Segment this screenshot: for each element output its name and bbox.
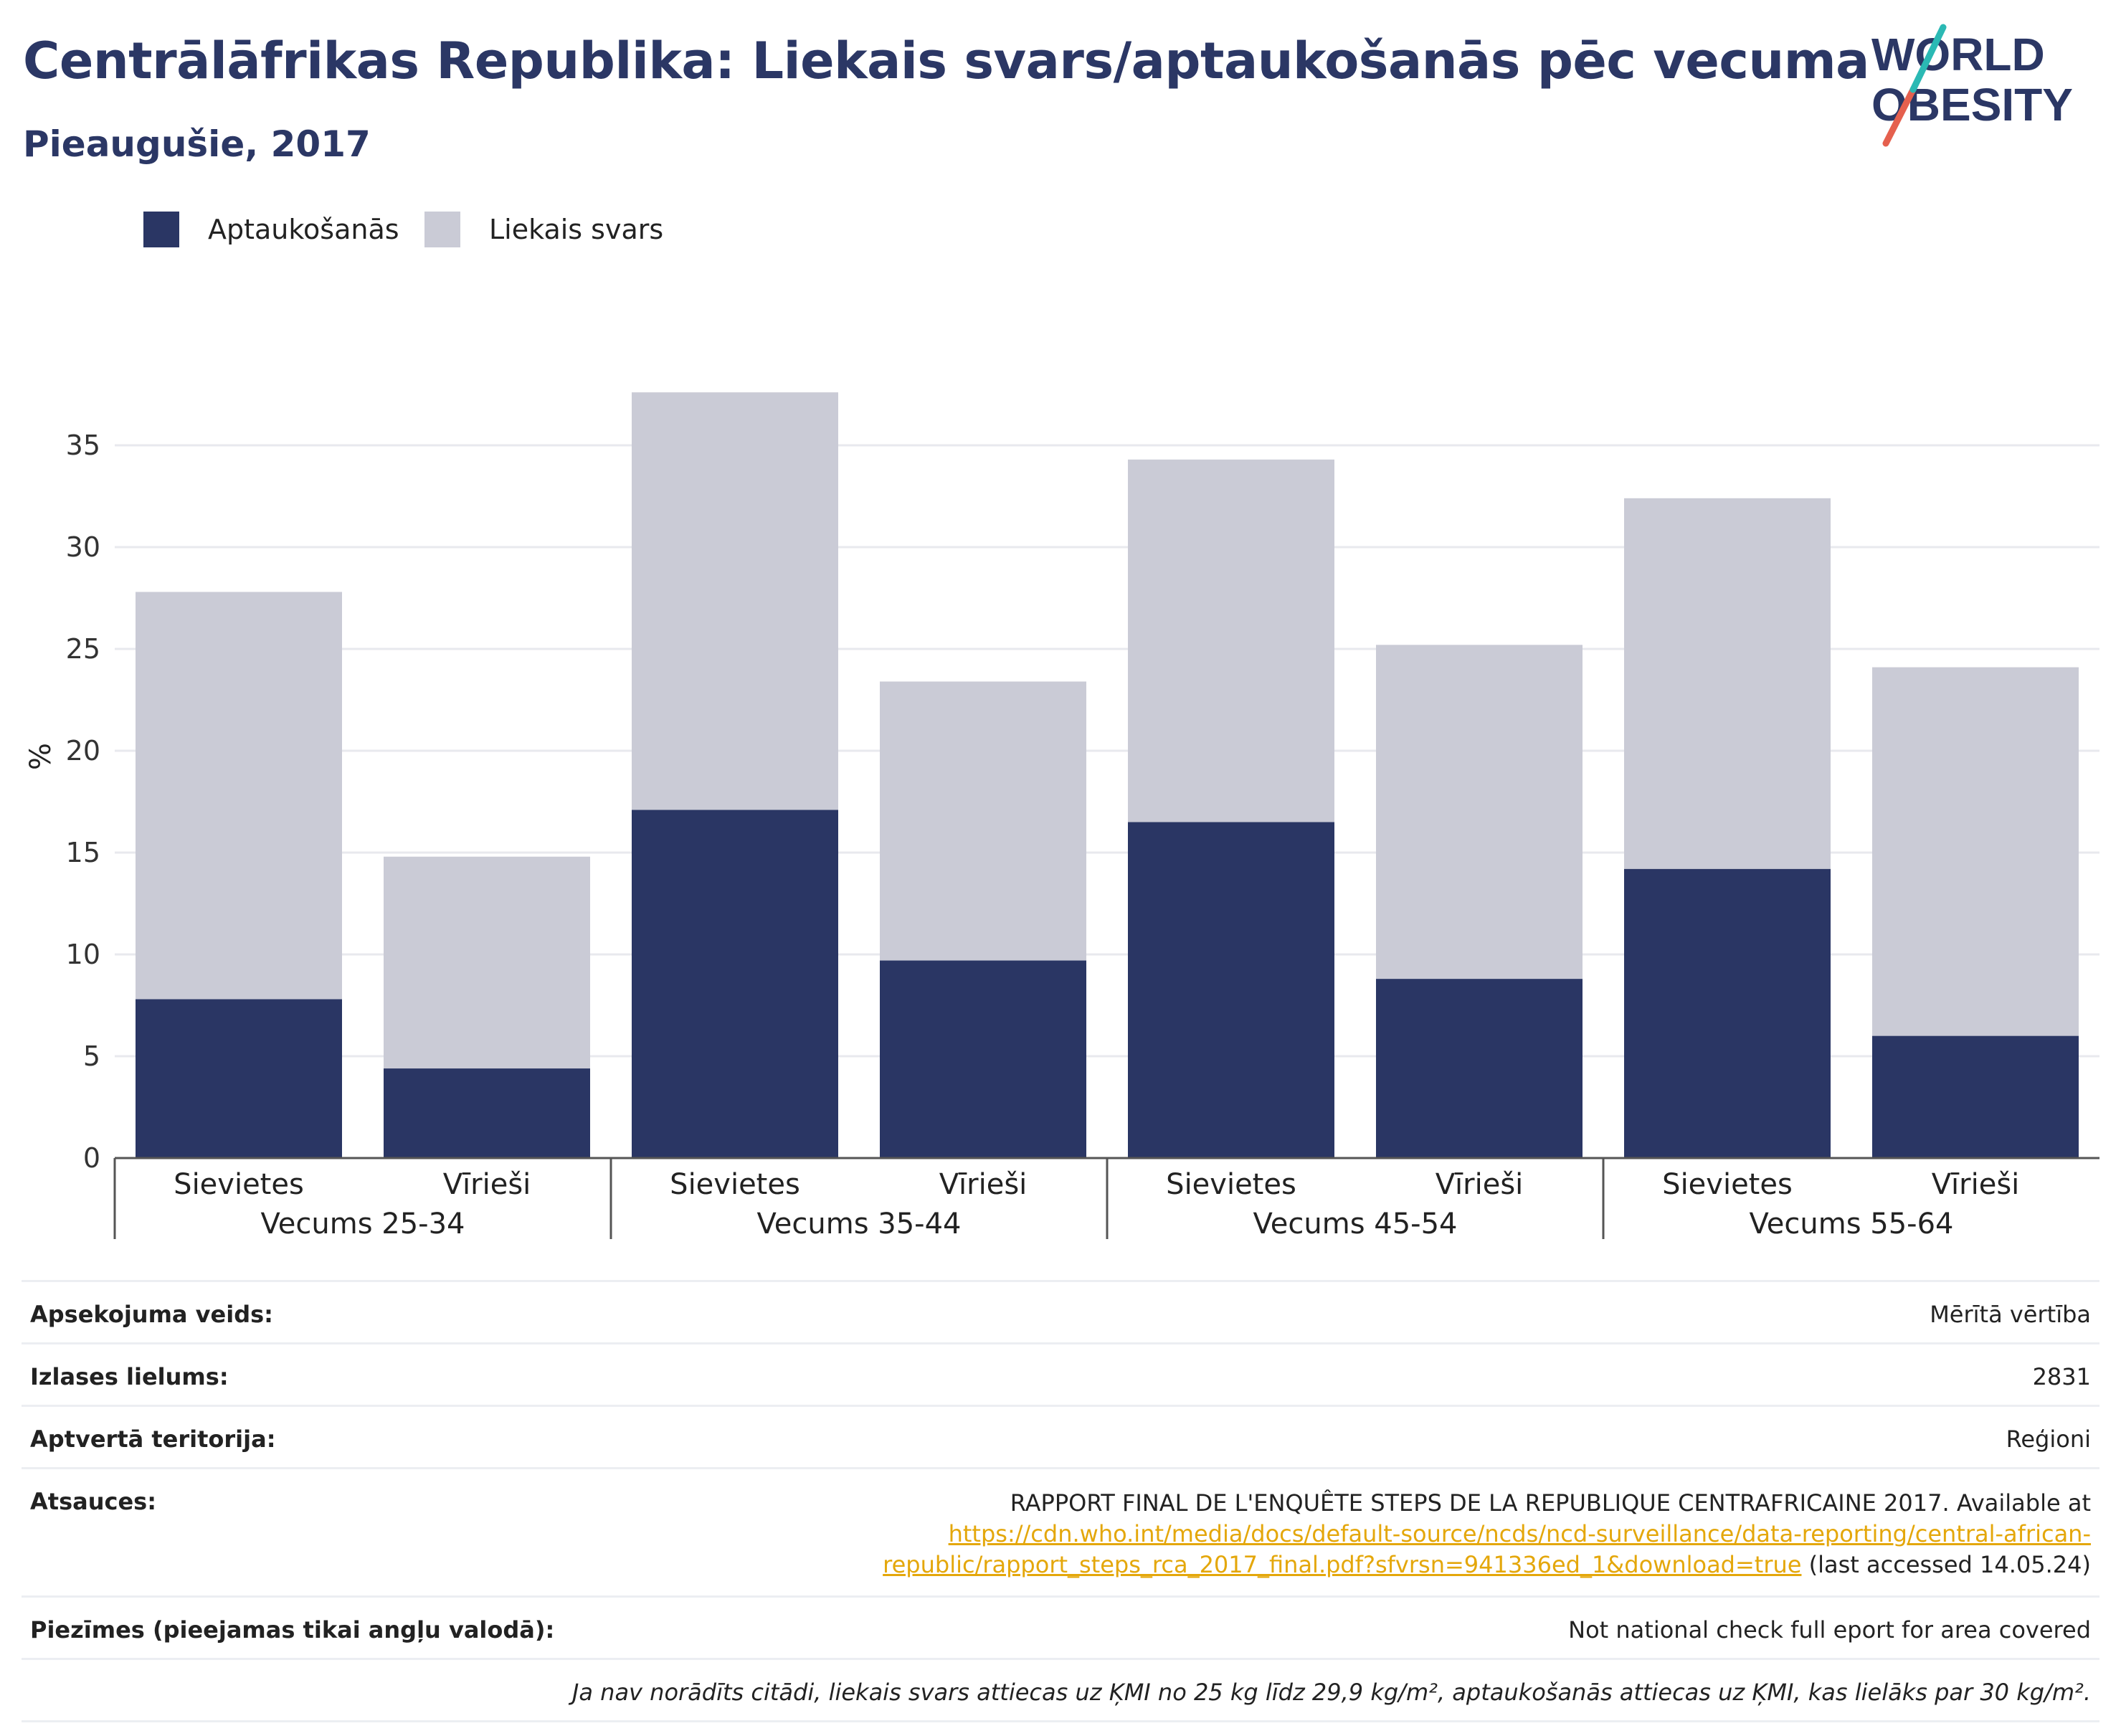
x-tick-label: Sievietes bbox=[1166, 1168, 1296, 1201]
x-tick-label: Sievietes bbox=[1662, 1168, 1793, 1201]
bar-obesity bbox=[136, 999, 342, 1158]
stacked-bar-chart: 0 5 10 15 20 25 30 35% Sievietes Vīrieši Sievietes… bbox=[24, 392, 2099, 1241]
reference-link[interactable]: https://cdn.who.int/media/docs/default-s… bbox=[883, 1520, 2091, 1579]
coverage-label: Aptvertā teritorija: bbox=[30, 1426, 276, 1453]
y-tick-label: 30 bbox=[66, 531, 100, 563]
info-row-survey-type: Apsekojuma veids: Mērītā vērtība bbox=[22, 1280, 2099, 1342]
bar-overweight bbox=[136, 592, 342, 1000]
y-axis-label: % bbox=[24, 743, 57, 770]
sample-size-value: 2831 bbox=[2032, 1363, 2091, 1390]
notes-value: Not national check full eport for area c… bbox=[1568, 1616, 2091, 1643]
legend-swatch-overweight bbox=[424, 212, 460, 247]
y-tick-label: 10 bbox=[66, 939, 100, 970]
y-tick-label: 20 bbox=[66, 735, 100, 767]
y-tick-label: 5 bbox=[83, 1040, 100, 1072]
x-tick-label: Vīrieši bbox=[443, 1168, 531, 1201]
info-row-notes: Piezīmes (pieejamas tikai angļu valodā):… bbox=[22, 1595, 2099, 1658]
bar-overweight bbox=[1624, 498, 1831, 869]
x-tick-label: Vīrieši bbox=[1932, 1168, 2020, 1201]
bar-overweight bbox=[632, 392, 838, 810]
bar-obesity bbox=[384, 1068, 590, 1158]
coverage-value: Reģioni bbox=[2006, 1426, 2091, 1453]
logo-word-world: WORLD bbox=[1871, 29, 2045, 80]
bar-overweight bbox=[880, 681, 1086, 961]
group-label: Vecums 35-44 bbox=[757, 1208, 962, 1241]
y-tick-label: 15 bbox=[66, 837, 100, 868]
bar-overweight bbox=[1376, 645, 1583, 980]
info-row-sample-size: Izlases lielums: 2831 bbox=[22, 1342, 2099, 1405]
bar-obesity bbox=[1376, 979, 1583, 1158]
info-row-coverage: Aptvertā teritorija: Reģioni bbox=[22, 1405, 2099, 1467]
reference-accessed: (last accessed 14.05.24) bbox=[1808, 1551, 2091, 1579]
info-row-footnote: Ja nav norādīts citādi, liekais svars at… bbox=[22, 1657, 2099, 1722]
info-table: Apsekojuma veids: Mērītā vērtība Izlases… bbox=[22, 1280, 2099, 1722]
bar-obesity bbox=[1872, 1035, 2079, 1158]
reference-text: RAPPORT FINAL DE L'ENQUÊTE STEPS DE LA R… bbox=[1010, 1489, 2091, 1517]
logo-word-obesity: OBESITY bbox=[1871, 79, 2073, 131]
chart-title: Centrālāfrikas Republika: Liekais svars/… bbox=[23, 32, 1869, 90]
group-label: Vecums 55-64 bbox=[1750, 1208, 1954, 1241]
bar-obesity bbox=[632, 810, 838, 1158]
group-label: Vecums 25-34 bbox=[261, 1208, 465, 1241]
y-tick-label: 35 bbox=[66, 430, 100, 461]
bar-overweight bbox=[1128, 459, 1334, 822]
info-row-references: Atsauces: RAPPORT FINAL DE L'ENQUÊTE STE… bbox=[22, 1467, 2099, 1595]
legend-label-overweight: Liekais svars bbox=[489, 214, 664, 245]
y-tick-label: 25 bbox=[66, 633, 100, 665]
world-obesity-logo: WORLD OBESITY bbox=[1871, 24, 2073, 147]
x-tick-label: Vīrieši bbox=[939, 1168, 1028, 1201]
bar-overweight bbox=[384, 856, 590, 1069]
legend-label-obesity: Aptaukošanās bbox=[208, 214, 399, 245]
group-label: Vecums 45-54 bbox=[1253, 1208, 1458, 1241]
bar-obesity bbox=[1128, 822, 1334, 1158]
legend-item-obesity[interactable]: Aptaukošanās bbox=[143, 212, 399, 247]
notes-label: Piezīmes (pieejamas tikai angļu valodā): bbox=[30, 1616, 555, 1643]
legend-item-overweight[interactable]: Liekais svars bbox=[424, 212, 663, 247]
references-value: RAPPORT FINAL DE L'ENQUÊTE STEPS DE LA R… bbox=[836, 1488, 2091, 1581]
logo-slash-red bbox=[1882, 86, 1917, 147]
bar-obesity bbox=[880, 960, 1086, 1158]
y-tick-label: 0 bbox=[83, 1142, 100, 1174]
x-tick-label: Vīrieši bbox=[1436, 1168, 1524, 1201]
survey-type-value: Mērītā vērtība bbox=[1930, 1301, 2091, 1328]
sample-size-label: Izlases lielums: bbox=[30, 1363, 229, 1390]
logo-slash-teal bbox=[1909, 24, 1947, 93]
legend-swatch-obesity bbox=[143, 212, 179, 247]
x-tick-label: Sievietes bbox=[670, 1168, 800, 1201]
survey-type-label: Apsekojuma veids: bbox=[30, 1301, 273, 1328]
references-label: Atsauces: bbox=[30, 1488, 156, 1515]
bar-overweight bbox=[1872, 667, 2079, 1036]
bar-obesity bbox=[1624, 868, 1831, 1158]
footnote-text: Ja nav norādīts citādi, liekais svars at… bbox=[571, 1678, 2091, 1706]
chart-subtitle: Pieaugušie, 2017 bbox=[23, 123, 371, 165]
x-tick-label: Sievietes bbox=[174, 1168, 304, 1201]
